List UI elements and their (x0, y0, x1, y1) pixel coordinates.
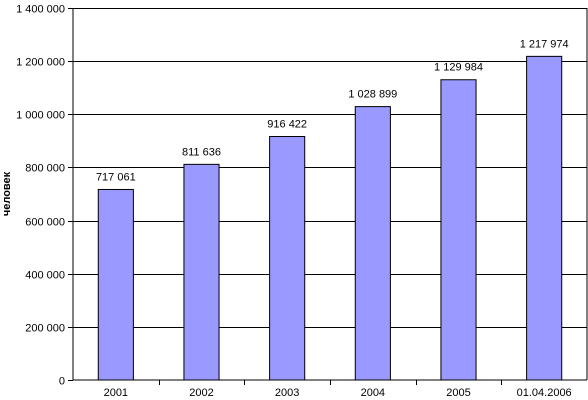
y-tick-label: 800 000 (25, 163, 65, 175)
x-tick-labels: 2001 2002 2003 2004 2005 01.04.2006 (104, 380, 572, 399)
data-label: 1 129 984 (434, 62, 483, 74)
y-tick-label: 1 200 000 (16, 57, 65, 69)
x-tick-label: 2001 (104, 387, 128, 399)
y-tick-label: 200 000 (25, 323, 65, 335)
x-tick-label: 2005 (446, 387, 470, 399)
bar (269, 135, 306, 381)
bar (183, 163, 220, 381)
data-labels: 717 061 811 636 916 422 1 028 899 1 129 984 1… (96, 38, 569, 183)
bar (440, 79, 477, 381)
data-label: 811 636 (182, 146, 221, 158)
y-tick-label: 1 000 000 (16, 110, 65, 122)
x-tick-label: 2003 (275, 387, 299, 399)
y-axis-label: человек (1, 171, 13, 216)
y-tick-label: 400 000 (25, 270, 65, 282)
bar (354, 106, 391, 381)
x-tick-label: 2002 (189, 387, 213, 399)
bar (97, 188, 134, 381)
bars (97, 55, 563, 381)
data-label: 1 217 974 (520, 38, 569, 50)
plot-area (73, 8, 587, 380)
data-label: 1 028 899 (348, 89, 397, 101)
gridlines (73, 8, 587, 328)
y-tick-label: 1 400 000 (16, 4, 65, 16)
x-tick-label: 2004 (361, 387, 385, 399)
y-tick-label: 600 000 (25, 217, 65, 229)
data-label: 916 422 (267, 118, 307, 130)
bar (526, 55, 563, 381)
data-label: 717 061 (96, 171, 136, 183)
y-tick-label: 0 (59, 376, 65, 388)
x-tick-label: 01.04.2006 (517, 387, 572, 399)
y-tick-labels: 0 200 000 400 000 600 000 800 000 1 000 000 1 … (16, 4, 73, 388)
